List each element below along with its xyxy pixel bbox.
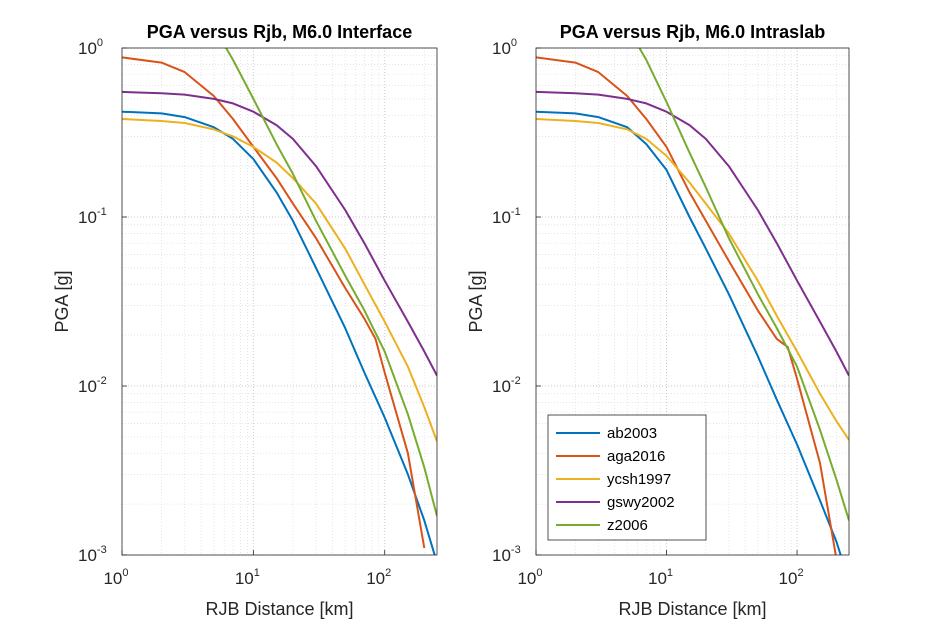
y-tick-label: 10-2: [492, 375, 521, 396]
x-tick-exponent: 2: [385, 567, 391, 579]
series-group: [536, 48, 849, 555]
x-tick-label: 101: [235, 567, 260, 588]
series-line-ab2003: [122, 110, 436, 555]
x-tick-label: 100: [103, 567, 128, 588]
legend-label-ab2003: ab2003: [607, 425, 657, 442]
x-tick-exponent: 2: [797, 567, 803, 579]
y-tick-label: 100: [78, 37, 103, 58]
y-tick-label: 100: [492, 37, 517, 58]
x-tick-exponent: 1: [254, 567, 260, 579]
x-tick-exponent: 1: [667, 567, 673, 579]
x-tick-label: 102: [779, 567, 804, 588]
y-tick-exponent: -1: [511, 206, 521, 218]
series-line-aga2016: [536, 56, 837, 555]
y-tick-exponent: -1: [97, 206, 107, 218]
legend-box: [547, 414, 707, 541]
legend-items: ab2003 aga2016 ycsh1997 gswy2002 z2006: [556, 425, 675, 534]
series-line-gswy2002: [536, 90, 849, 377]
legend-label-z2006: z2006: [607, 517, 648, 534]
legend-label-aga2016: aga2016: [607, 448, 665, 465]
y-tick-label: 10-2: [78, 375, 107, 396]
series-line-z2006: [638, 48, 849, 521]
series-line-ab2003: [536, 110, 842, 555]
y-tick-exponent: 0: [511, 37, 517, 49]
y-axis-label: PGA [g]: [52, 270, 72, 332]
y-tick-label: 10-3: [492, 544, 521, 565]
x-tick-label: 101: [648, 567, 673, 588]
x-tick-exponent: 0: [122, 567, 128, 579]
grid: [121, 47, 437, 556]
x-axis-label: RJB Distance [km]: [618, 599, 766, 619]
series-group: [122, 48, 437, 555]
legend: ab2003 aga2016 ycsh1997 gswy2002 z2006: [547, 414, 707, 541]
x-tick-label: 100: [517, 567, 542, 588]
legend-label-gswy2002: gswy2002: [607, 494, 675, 511]
x-tick-label: 102: [366, 567, 391, 588]
series-line-aga2016: [122, 56, 426, 549]
chart-title: PGA versus Rjb, M6.0 Intraslab: [560, 22, 825, 42]
y-tick-exponent: -3: [511, 544, 521, 556]
y-tick-label: 10-3: [78, 544, 107, 565]
series-line-gswy2002: [122, 90, 437, 377]
chart-title: PGA versus Rjb, M6.0 Interface: [147, 22, 412, 42]
y-tick-exponent: -2: [97, 375, 107, 387]
plot-area: [122, 48, 437, 555]
y-tick-exponent: 0: [97, 37, 103, 49]
y-axis-label: PGA [g]: [466, 270, 486, 332]
axes-box: [535, 47, 850, 556]
series-line-ycsh1997: [536, 118, 849, 441]
x-tick-exponent: 0: [536, 567, 542, 579]
y-tick-label: 10-1: [78, 206, 107, 227]
series-line-ycsh1997: [122, 118, 437, 442]
series-line-z2006: [225, 48, 437, 517]
axes-box: [121, 47, 438, 556]
legend-label-ycsh1997: ycsh1997: [607, 471, 671, 488]
y-tick-exponent: -3: [97, 544, 107, 556]
x-axis-label: RJB Distance [km]: [205, 599, 353, 619]
y-tick-exponent: -2: [511, 375, 521, 387]
y-tick-label: 10-1: [492, 206, 521, 227]
